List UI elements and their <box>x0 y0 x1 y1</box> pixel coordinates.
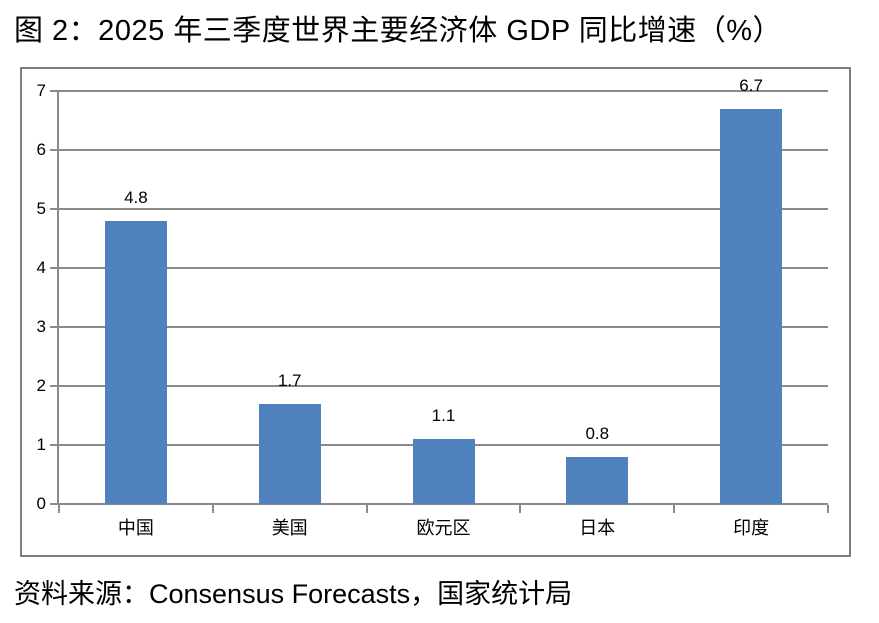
y-axis-tick <box>50 90 57 92</box>
source-note: 资料来源：Consensus Forecasts，国家统计局 <box>14 579 573 609</box>
x-axis-tick <box>58 505 60 513</box>
gdp-bar-chart: 0 1 2 3 4 5 6 7 4.8 中国 1.7 美国 1.1 欧元区 0.8 日本 6.7 印度 <box>20 67 851 557</box>
bar-value-label: 1.7 <box>277 370 302 390</box>
category-label: 日本 <box>579 518 616 538</box>
x-axis-tick <box>827 505 829 513</box>
y-tick-label: 7 <box>36 81 46 100</box>
gridline <box>59 149 828 151</box>
x-axis-line <box>57 503 828 505</box>
plot-area: 0 1 2 3 4 5 6 7 4.8 中国 1.7 美国 1.1 欧元区 0.8 日本 6.7 印度 <box>22 69 849 555</box>
bar-value-label: 6.7 <box>739 75 763 95</box>
y-axis-tick <box>50 326 57 328</box>
x-axis-tick <box>365 505 368 513</box>
y-axis-tick <box>50 267 57 269</box>
y-axis-tick <box>50 503 57 505</box>
y-axis-tick <box>50 208 57 210</box>
bar <box>104 220 167 504</box>
y-tick-label: 5 <box>36 199 46 218</box>
y-tick-label: 4 <box>36 258 46 277</box>
gridline <box>59 385 828 387</box>
gridline <box>59 208 828 210</box>
gridline <box>59 90 828 92</box>
y-tick-label: 2 <box>36 376 46 395</box>
category-label: 美国 <box>271 518 308 538</box>
gridline <box>59 267 828 269</box>
y-axis-line <box>57 90 59 505</box>
y-tick-label: 6 <box>36 140 46 159</box>
y-axis-tick <box>50 444 57 446</box>
bar <box>566 456 629 504</box>
bar-value-label: 1.1 <box>431 406 456 426</box>
bar <box>412 439 475 504</box>
x-axis-tick <box>673 505 676 513</box>
x-axis-tick <box>211 505 214 513</box>
y-tick-label: 3 <box>36 317 46 336</box>
figure-title: 图 2：2025 年三季度世界主要经济体 GDP 同比增速（%） <box>14 15 782 47</box>
category-label: 欧元区 <box>416 518 471 538</box>
x-axis-tick <box>519 505 522 513</box>
category-label: 中国 <box>117 518 154 538</box>
gridline <box>59 326 828 328</box>
y-tick-label: 1 <box>36 435 46 454</box>
y-axis-tick <box>50 149 57 151</box>
y-axis-tick <box>50 385 57 387</box>
bar <box>258 403 321 504</box>
bar-value-label: 0.8 <box>585 423 610 443</box>
bar-value-label: 4.8 <box>124 187 148 207</box>
bar <box>720 108 783 504</box>
category-label: 印度 <box>733 518 770 538</box>
y-tick-label: 0 <box>36 494 46 513</box>
